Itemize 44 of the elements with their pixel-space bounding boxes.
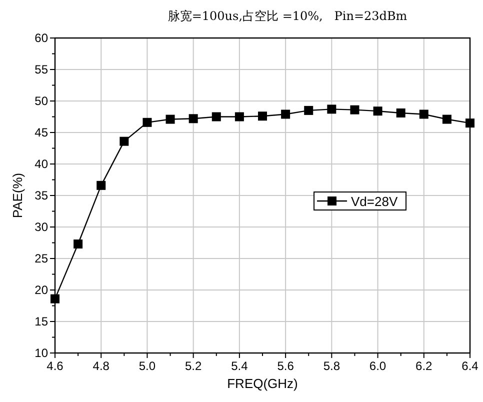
x-tick-label: 4.6 [46, 359, 64, 373]
x-tick-label: 5.2 [184, 359, 202, 373]
point [466, 118, 474, 128]
x-tick-label: 5.4 [231, 359, 248, 373]
y-tick-label: 30 [34, 220, 48, 234]
point [96, 180, 106, 190]
point [396, 108, 406, 118]
point [120, 136, 129, 146]
x-tick-label: 5.8 [323, 359, 340, 373]
point [419, 110, 428, 119]
x-tick-label: 6.4 [462, 359, 479, 373]
point [166, 114, 175, 124]
y-tick-label: 35 [34, 188, 48, 202]
x-axis-title: FREQ(GHz) [227, 376, 298, 391]
y-tick-label: 55 [34, 62, 48, 76]
x-tick-label: 6.2 [416, 359, 433, 373]
point [234, 112, 244, 122]
point [142, 118, 152, 127]
point [50, 294, 60, 304]
y-tick-label: 25 [34, 252, 48, 266]
point [442, 114, 452, 124]
point [188, 114, 198, 124]
point [74, 240, 83, 249]
point [258, 112, 267, 121]
point [212, 112, 221, 122]
legend-label: Vd=28V [351, 194, 398, 209]
point [304, 106, 314, 115]
x-tick-label: 5.6 [277, 359, 294, 373]
point [327, 104, 336, 114]
y-tick-label: 20 [34, 283, 48, 297]
chart-title: 脉宽=100us,占空比 =10%, Pin=23dBm [168, 9, 408, 23]
point [373, 106, 382, 116]
y-tick-label: 60 [34, 31, 48, 45]
x-tick-label: 4.8 [92, 359, 110, 373]
y-tick-label: 40 [34, 157, 48, 171]
y-tick-label: 45 [34, 126, 48, 140]
y-tick-label: 50 [34, 94, 48, 108]
y-tick-label: 15 [34, 314, 48, 328]
y-tick-label: 10 [34, 346, 48, 360]
point [281, 110, 290, 119]
point [350, 105, 360, 114]
x-tick-label: 5.0 [138, 359, 156, 373]
x-tick-label: 6.0 [369, 359, 386, 373]
y-axis-title: PAE(%) [10, 172, 25, 218]
